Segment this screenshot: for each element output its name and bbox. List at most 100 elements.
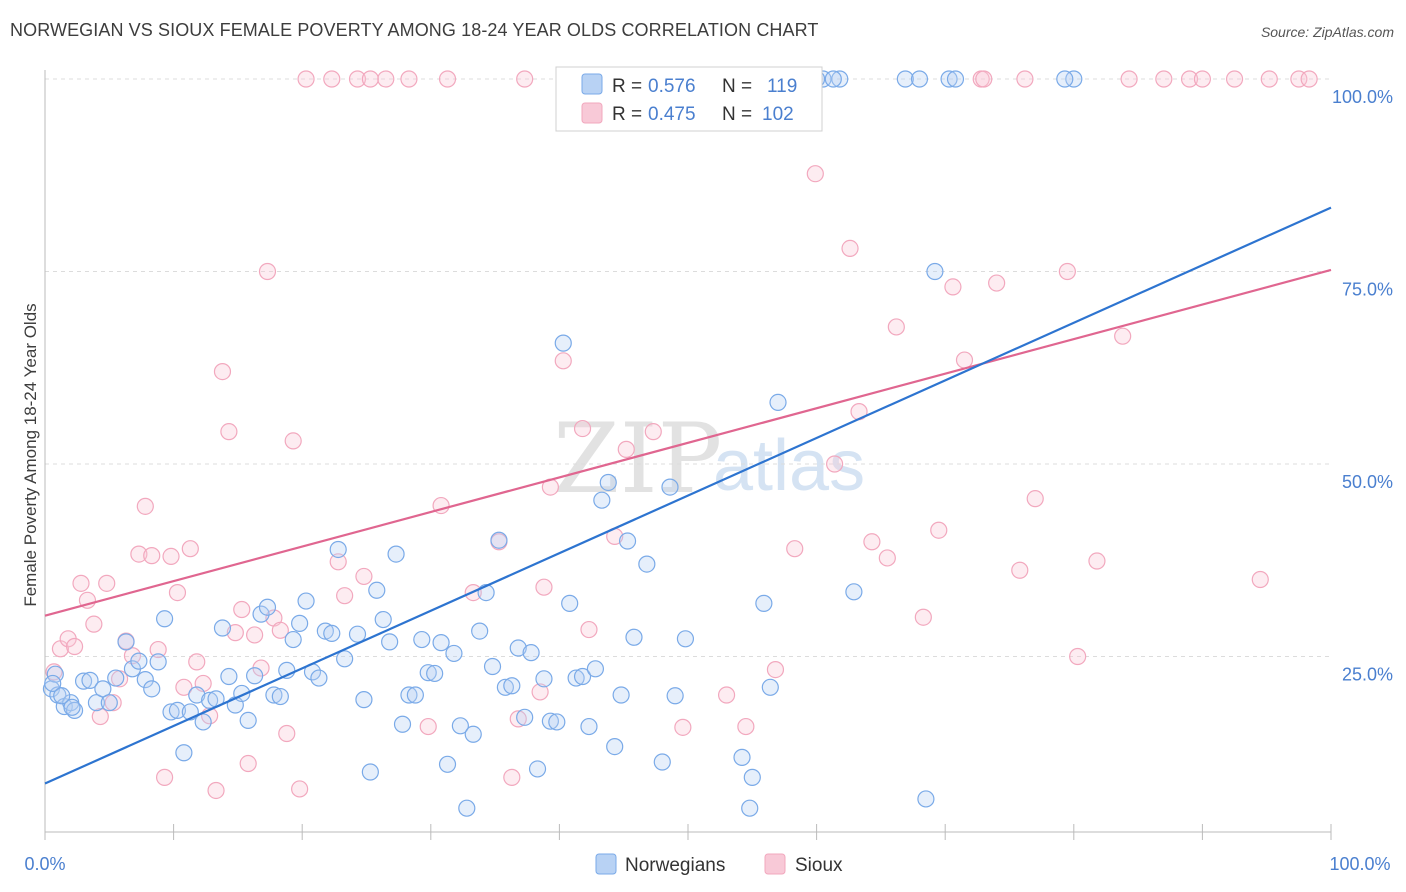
x-tick-label-min: 0.0% bbox=[24, 854, 65, 874]
norwegians-point bbox=[769, 393, 787, 411]
sioux-point bbox=[181, 540, 199, 558]
sioux-point bbox=[1026, 490, 1044, 508]
norwegians-point bbox=[393, 715, 412, 733]
norwegians-point bbox=[516, 708, 534, 726]
sioux-point bbox=[377, 70, 395, 88]
norwegians-point bbox=[194, 713, 212, 731]
watermark-zip: ZIP bbox=[553, 403, 722, 515]
norwegians-point bbox=[107, 669, 125, 687]
sioux-point bbox=[233, 600, 251, 619]
sioux-point bbox=[1300, 70, 1318, 88]
norwegians-point bbox=[265, 686, 283, 704]
norwegians-point bbox=[258, 598, 277, 616]
norwegians-point bbox=[625, 628, 643, 646]
sioux-point bbox=[438, 70, 457, 88]
norwegians-point bbox=[573, 667, 592, 686]
norwegians-point bbox=[896, 70, 914, 88]
sioux-point bbox=[1225, 70, 1244, 88]
norwegians-point bbox=[445, 644, 463, 663]
sioux-point bbox=[674, 718, 692, 736]
norwegians-point bbox=[910, 70, 929, 88]
sioux-point bbox=[1058, 262, 1076, 281]
norwegians-point bbox=[413, 630, 431, 649]
norwegians-point bbox=[586, 660, 605, 678]
sioux-point bbox=[806, 165, 824, 183]
norwegians-point bbox=[561, 594, 579, 612]
sioux-point bbox=[887, 318, 905, 336]
norwegians-point bbox=[567, 669, 585, 687]
bottom-legend: Norwegians Sioux bbox=[595, 853, 843, 876]
norwegians-point bbox=[599, 473, 617, 492]
x-axis-ticks bbox=[44, 824, 1332, 840]
norwegians-point bbox=[419, 664, 437, 682]
norwegians-point bbox=[755, 594, 773, 612]
norwegians-point bbox=[44, 674, 62, 693]
sioux-point bbox=[930, 521, 948, 539]
sioux-point bbox=[617, 440, 635, 458]
sioux-point bbox=[1016, 70, 1034, 88]
norwegians-point bbox=[374, 610, 392, 629]
legend-r-label-1: R = bbox=[612, 76, 642, 97]
sioux-point bbox=[1260, 70, 1278, 88]
sioux-point bbox=[975, 70, 993, 88]
sioux-point bbox=[955, 351, 974, 369]
sioux-point bbox=[914, 608, 932, 626]
sioux-trend-line bbox=[44, 268, 1332, 617]
sioux-point bbox=[737, 717, 755, 736]
norwegians-point bbox=[653, 753, 671, 771]
norwegians-point bbox=[117, 633, 135, 651]
norwegians-point bbox=[155, 610, 174, 628]
legend-n-value-1: 119 bbox=[767, 76, 797, 97]
norwegians-point bbox=[471, 622, 489, 640]
norwegians-point bbox=[496, 678, 514, 696]
sioux-point bbox=[104, 694, 122, 712]
sioux-point bbox=[361, 70, 379, 88]
norwegians-point bbox=[503, 677, 521, 695]
sioux-point bbox=[188, 653, 206, 671]
grid-lines bbox=[45, 78, 1331, 657]
norwegians-point bbox=[432, 634, 450, 652]
norwegians-point bbox=[761, 678, 779, 696]
y-tick-labels: 25.0% 50.0% 75.0% 100.0% bbox=[1332, 87, 1393, 685]
norwegians-point bbox=[666, 687, 684, 705]
norwegians-point bbox=[483, 657, 502, 676]
norwegians-point bbox=[438, 755, 457, 773]
sioux-point bbox=[65, 637, 84, 656]
sioux-point bbox=[826, 455, 844, 473]
norwegians-point bbox=[149, 653, 167, 671]
norwegians-point bbox=[162, 703, 180, 721]
sioux-point bbox=[162, 547, 180, 566]
norwegians-point bbox=[580, 717, 598, 736]
legend-swatch-blue bbox=[581, 73, 603, 95]
legend-n-label-2: N = bbox=[722, 104, 752, 125]
y-tick-label-75: 75.0% bbox=[1342, 280, 1393, 300]
sioux-point bbox=[98, 574, 116, 592]
sioux-point bbox=[271, 621, 289, 639]
norwegians-point bbox=[361, 763, 379, 781]
norwegians-point bbox=[220, 667, 238, 686]
norwegians-point bbox=[213, 619, 232, 637]
norwegians-point bbox=[175, 744, 193, 762]
sioux-point bbox=[284, 432, 302, 450]
y-tick-label-50: 50.0% bbox=[1342, 472, 1393, 492]
norwegians-point bbox=[458, 799, 476, 817]
norwegians-point bbox=[246, 667, 264, 685]
norwegians-point bbox=[252, 605, 270, 623]
norwegians-point bbox=[239, 711, 257, 730]
norwegians-point bbox=[426, 664, 444, 683]
sioux-point bbox=[207, 781, 225, 800]
sioux-point bbox=[130, 545, 148, 563]
norwegians-point bbox=[63, 698, 81, 716]
legend-r-value-1: 0.576 bbox=[648, 76, 696, 97]
norwegians-point bbox=[271, 687, 289, 706]
sioux-point bbox=[1180, 70, 1199, 88]
sioux-point bbox=[85, 615, 103, 633]
sioux-point bbox=[944, 278, 962, 296]
norwegians-point bbox=[310, 669, 328, 687]
norwegians-point bbox=[593, 491, 611, 509]
norwegians-point bbox=[406, 686, 424, 704]
norwegians-point bbox=[554, 334, 572, 352]
norwegians-point bbox=[336, 650, 354, 668]
norwegians-point bbox=[53, 687, 71, 705]
legend-n-value-2: 102 bbox=[762, 104, 794, 125]
